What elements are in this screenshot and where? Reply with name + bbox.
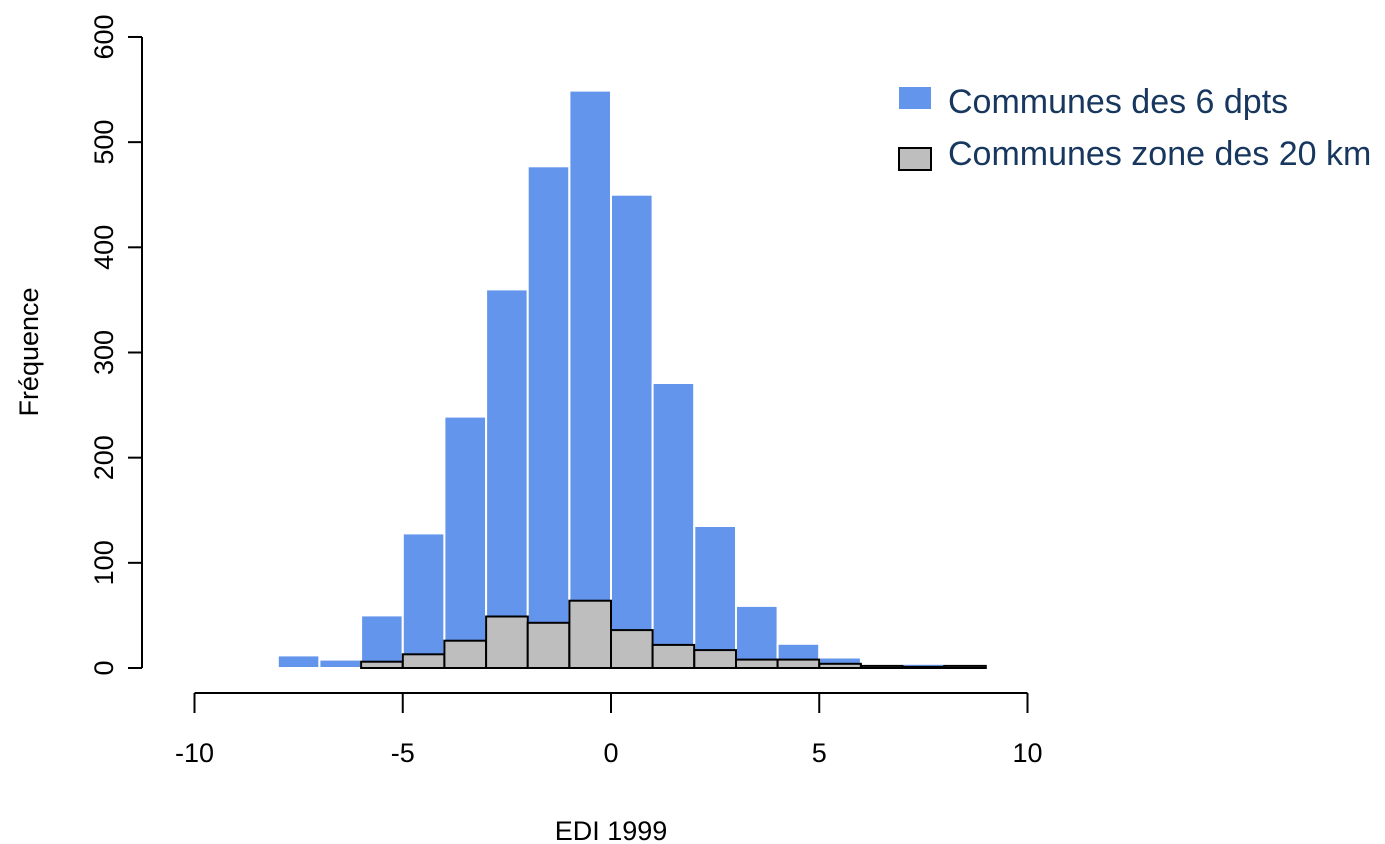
- bar-communes-6-dpts-4: [443, 415, 488, 669]
- y-tick-label: 600: [89, 14, 119, 59]
- bar-communes-6-dpts-7: [568, 89, 613, 670]
- bar-communes-6-dpts-10: [693, 525, 737, 669]
- bar-communes-zone-20km-6: [526, 621, 571, 669]
- series-communes-6-dpts: [276, 89, 987, 670]
- y-tick-label: 400: [89, 225, 119, 270]
- legend-swatch-communes-zone-20km: [898, 147, 932, 171]
- y-axis: 0 100 200 300 400 500 600: [89, 14, 143, 676]
- y-tick-label: 200: [89, 435, 119, 480]
- bar-communes-zone-20km-9: [651, 643, 696, 670]
- y-tick-label: 100: [89, 540, 119, 585]
- bar-communes-6-dpts-6: [526, 165, 571, 670]
- legend-label-communes-zone-20km: Communes zone des 20 km: [948, 135, 1371, 173]
- bar-communes-6-dpts-9: [651, 382, 696, 669]
- bar-communes-zone-20km-3: [401, 653, 446, 669]
- y-tick-label: 300: [89, 330, 119, 375]
- legend-label-communes-6-dpts: Communes des 6 dpts: [948, 83, 1288, 121]
- bar-communes-6-dpts-0: [276, 654, 321, 670]
- bar-communes-6-dpts-2: [360, 614, 404, 670]
- bar-communes-6-dpts-5: [485, 288, 529, 669]
- x-tick-label: -5: [391, 738, 415, 768]
- legend-swatch-communes-6-dpts: [899, 87, 931, 109]
- x-ticks: -10 -5 0 5 10: [175, 693, 1043, 768]
- bar-communes-zone-20km-13: [818, 662, 862, 669]
- bar-communes-zone-20km-11: [735, 658, 779, 669]
- bar-communes-zone-20km-4: [443, 639, 488, 670]
- bar-communes-zone-20km-8: [610, 629, 654, 669]
- bar-communes-zone-20km-16: [943, 664, 987, 670]
- bar-communes-zone-20km-2: [360, 660, 404, 670]
- bar-communes-zone-20km-12: [776, 658, 821, 669]
- y-tick-label: 0: [89, 660, 119, 675]
- bar-communes-zone-20km-10: [693, 649, 737, 669]
- y-axis-title: Fréquence: [14, 287, 44, 416]
- bar-communes-zone-20km-14: [859, 664, 904, 670]
- bar-communes-6-dpts-8: [610, 193, 654, 669]
- bar-communes-zone-20km-5: [485, 615, 529, 669]
- y-ticks: 0 100 200 300 400 500 600: [89, 14, 142, 676]
- bar-communes-6-dpts-1: [318, 658, 363, 669]
- x-tick-label: 5: [812, 738, 827, 768]
- x-axis: -10 -5 0 5 10: [175, 692, 1043, 768]
- series-communes-zone-20km: [360, 599, 987, 670]
- bar-communes-zone-20km-15: [901, 665, 946, 670]
- bar-communes-zone-20km-7: [568, 599, 613, 670]
- bar-communes-6-dpts-3: [401, 532, 446, 670]
- x-tick-label: -10: [175, 738, 214, 768]
- x-tick-label: 0: [603, 738, 618, 768]
- y-tick-label: 500: [89, 120, 119, 165]
- x-axis-title: EDI 1999: [555, 816, 668, 844]
- x-tick-label: 10: [1012, 738, 1042, 768]
- legend: Communes des 6 dpts Communes zone des 20…: [898, 83, 1371, 173]
